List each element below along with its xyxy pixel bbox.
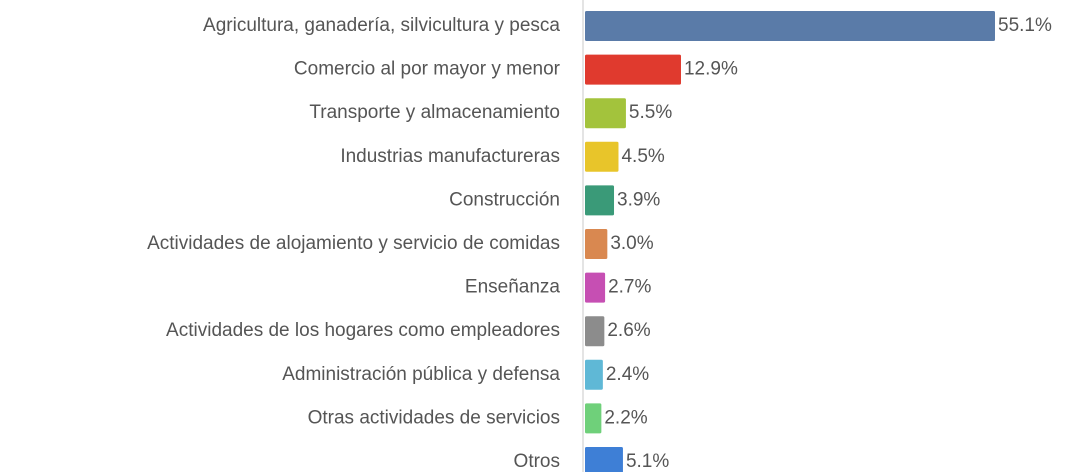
bar bbox=[585, 229, 608, 259]
bar bbox=[585, 11, 995, 41]
category-labels-group: Agricultura, ganadería, silvicultura y p… bbox=[147, 15, 561, 472]
bars-group bbox=[585, 11, 995, 472]
value-label: 2.4% bbox=[606, 364, 649, 385]
value-label: 55.1% bbox=[998, 15, 1052, 36]
value-labels-group: 55.1% 12.9% 5.5% 4.5% 3.9% 3.0% 2.7% 2.6% 2.4% 2.… bbox=[604, 15, 1052, 472]
category-label: Comercio al por mayor y menor bbox=[294, 59, 561, 80]
category-label: Administración pública y defensa bbox=[282, 364, 560, 385]
value-label: 5.1% bbox=[626, 451, 669, 472]
category-label: Otras actividades de servicios bbox=[308, 407, 560, 428]
value-label: 2.6% bbox=[607, 320, 650, 341]
bar bbox=[585, 447, 623, 472]
value-label: 3.9% bbox=[617, 189, 660, 210]
bar bbox=[585, 54, 681, 85]
category-label: Otros bbox=[514, 451, 560, 472]
category-label: Actividades de los hogares como empleado… bbox=[166, 320, 560, 341]
bar bbox=[585, 272, 606, 303]
category-label: Agricultura, ganadería, silvicultura y p… bbox=[203, 15, 560, 36]
category-label: Industrias manufactureras bbox=[340, 146, 560, 167]
category-label: Transporte y almacenamiento bbox=[309, 102, 560, 123]
bar bbox=[585, 98, 626, 129]
category-label: Construcción bbox=[449, 189, 560, 210]
bar bbox=[585, 141, 619, 172]
value-label: 2.7% bbox=[608, 277, 651, 298]
category-label: Actividades de alojamiento y servicio de… bbox=[147, 233, 560, 254]
category-label: Enseñanza bbox=[465, 277, 561, 298]
value-label: 3.0% bbox=[610, 233, 653, 254]
value-label: 12.9% bbox=[684, 59, 738, 80]
value-label: 5.5% bbox=[629, 102, 672, 123]
bar bbox=[585, 359, 603, 390]
bar bbox=[585, 185, 615, 216]
value-label: 2.2% bbox=[604, 407, 647, 428]
bar bbox=[585, 403, 602, 434]
bar bbox=[585, 316, 605, 347]
value-label: 4.5% bbox=[621, 146, 664, 167]
